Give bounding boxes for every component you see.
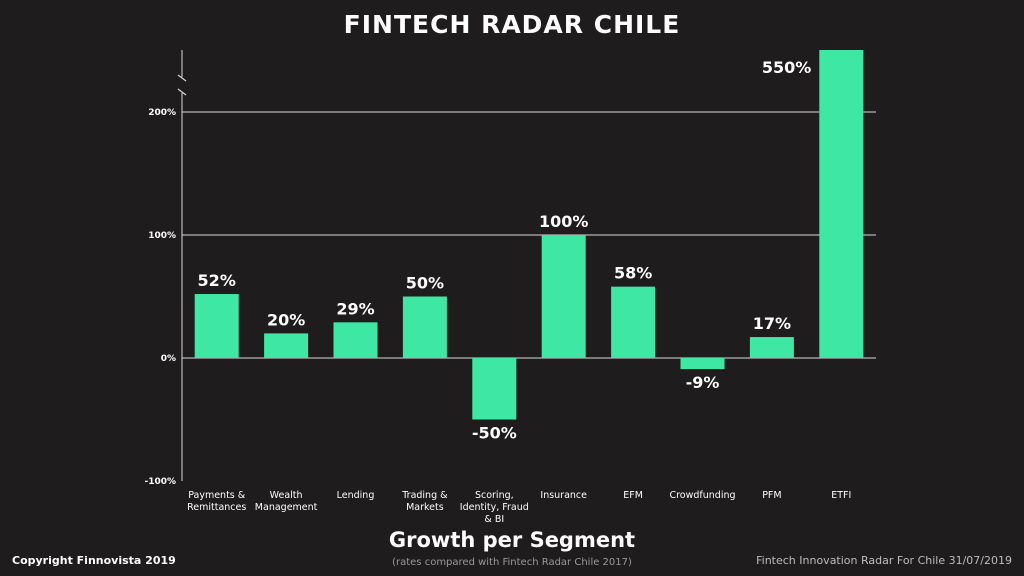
data-label: -9% xyxy=(686,373,720,392)
y-tick-label: 0% xyxy=(161,354,176,364)
x-tick-label: Wealth Management xyxy=(255,490,318,513)
x-tick-label: Payments & Remittances xyxy=(187,490,246,513)
y-axis: -100% 0% 100% 200% xyxy=(144,50,187,487)
data-label: 50% xyxy=(406,274,444,293)
x-tick-label: Lending xyxy=(337,490,375,501)
bars xyxy=(194,50,864,420)
footer-source: Fintech Innovation Radar For Chile 31/07… xyxy=(756,554,1012,567)
bar xyxy=(264,333,309,358)
axis-break-mark xyxy=(177,88,187,96)
data-label: -50% xyxy=(472,424,517,443)
bar xyxy=(402,296,447,358)
x-tick-label: Scoring, Identity, Fraud & BI xyxy=(460,490,529,525)
data-label: 52% xyxy=(198,271,236,290)
data-label: 29% xyxy=(336,299,374,318)
bar xyxy=(472,358,517,420)
bar xyxy=(749,337,794,358)
bar xyxy=(333,322,378,358)
data-label: 58% xyxy=(614,264,652,283)
data-label: 550% xyxy=(762,58,811,77)
x-tick-label: Trading & Markets xyxy=(401,490,448,513)
y-tick-label: 200% xyxy=(148,108,176,118)
y-tick-label: 100% xyxy=(148,231,176,241)
bar xyxy=(680,358,725,370)
x-tick-label: Insurance xyxy=(540,490,587,501)
category-labels: Payments & Remittances Wealth Management Len… xyxy=(187,490,851,525)
bar xyxy=(819,50,864,358)
chart-title: FINTECH RADAR CHILE xyxy=(343,10,681,39)
chart-subtitle: Growth per Segment xyxy=(388,528,636,552)
data-label: 17% xyxy=(753,314,791,333)
y-tick-label: -100% xyxy=(144,477,176,487)
x-tick-label: PFM xyxy=(762,490,781,501)
bar xyxy=(541,235,586,358)
data-label: 100% xyxy=(539,212,588,231)
bar xyxy=(194,294,239,358)
bar xyxy=(611,286,656,358)
value-labels: 52% 20% 29% 50% -50% 100% 58% -9% 17% 550% xyxy=(198,58,812,443)
x-tick-label: ETFI xyxy=(831,490,851,501)
axis-break-mark xyxy=(177,74,187,82)
data-label: 20% xyxy=(267,310,305,329)
x-tick-label: Crowdfunding xyxy=(669,490,735,501)
copyright-text: Copyright Finnovista 2019 xyxy=(12,554,176,567)
chart-note: (rates compared with Fintech Radar Chile… xyxy=(392,557,632,568)
x-tick-label: EFM xyxy=(623,490,643,501)
